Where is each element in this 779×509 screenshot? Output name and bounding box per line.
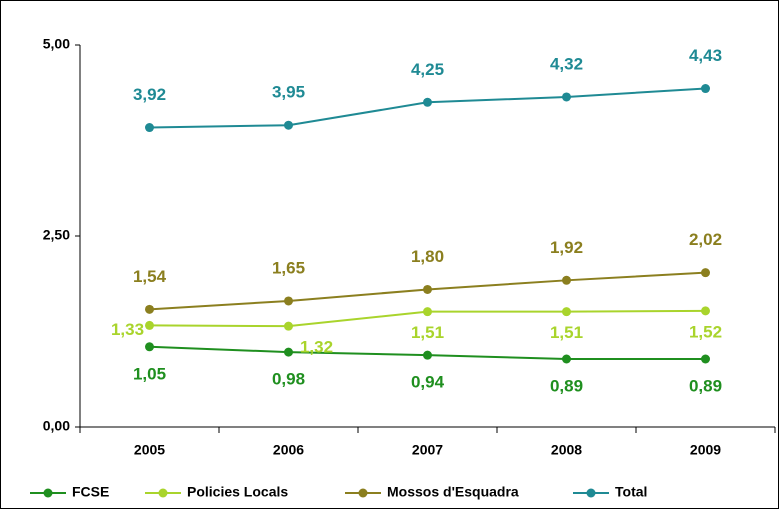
value-label: 0,94 (411, 373, 445, 392)
legend-label: Mossos d'Esquadra (387, 484, 519, 500)
point (284, 347, 293, 357)
x-tick-label: 2005 (134, 442, 165, 458)
value-label: 1,51 (550, 323, 583, 342)
point (423, 97, 432, 107)
point (145, 320, 154, 330)
value-label: 1,32 (300, 338, 333, 357)
legend-marker (586, 488, 596, 498)
value-label: 1,92 (550, 238, 583, 257)
value-label: 4,25 (411, 60, 444, 79)
value-label: 4,43 (689, 46, 722, 65)
point (701, 306, 710, 316)
point (145, 304, 154, 314)
point (423, 307, 432, 317)
y-tick-label: 0,00 (43, 418, 70, 434)
point (145, 123, 154, 133)
value-label: 3,95 (272, 83, 305, 102)
point (284, 321, 293, 331)
y-tick-label: 2,50 (43, 227, 70, 243)
value-label: 1,05 (133, 364, 166, 383)
value-label: 0,89 (550, 376, 583, 395)
point (701, 268, 710, 278)
value-label: 1,65 (272, 258, 305, 277)
x-tick-label: 2008 (551, 442, 582, 458)
value-label: 0,98 (272, 370, 305, 389)
value-label: 1,80 (411, 247, 444, 266)
y-tick-label: 5,00 (43, 36, 70, 52)
legend-marker (43, 488, 53, 498)
value-label: 1,54 (133, 267, 167, 286)
value-label: 1,51 (411, 323, 444, 342)
value-label: 3,92 (133, 85, 166, 104)
point (423, 350, 432, 360)
point (284, 296, 293, 306)
point (562, 307, 571, 317)
value-label: 0,89 (689, 376, 722, 395)
point (423, 284, 432, 294)
x-tick-label: 2007 (412, 442, 443, 458)
point (284, 120, 293, 130)
value-label: 4,32 (550, 54, 583, 73)
legend-label: FCSE (72, 484, 109, 500)
value-label: 1,52 (689, 322, 722, 341)
legend-marker (158, 488, 168, 498)
point (562, 354, 571, 364)
point (562, 92, 571, 102)
point (145, 342, 154, 352)
x-tick-label: 2009 (690, 442, 721, 458)
point (701, 354, 710, 364)
legend-label: Total (615, 484, 647, 500)
point (701, 84, 710, 94)
legend-marker (358, 488, 368, 498)
legend-label: Policies Locals (187, 484, 288, 500)
value-label: 2,02 (689, 230, 722, 249)
point (562, 275, 571, 285)
x-tick-label: 2006 (273, 442, 304, 458)
value-label: 1,33 (111, 320, 144, 339)
